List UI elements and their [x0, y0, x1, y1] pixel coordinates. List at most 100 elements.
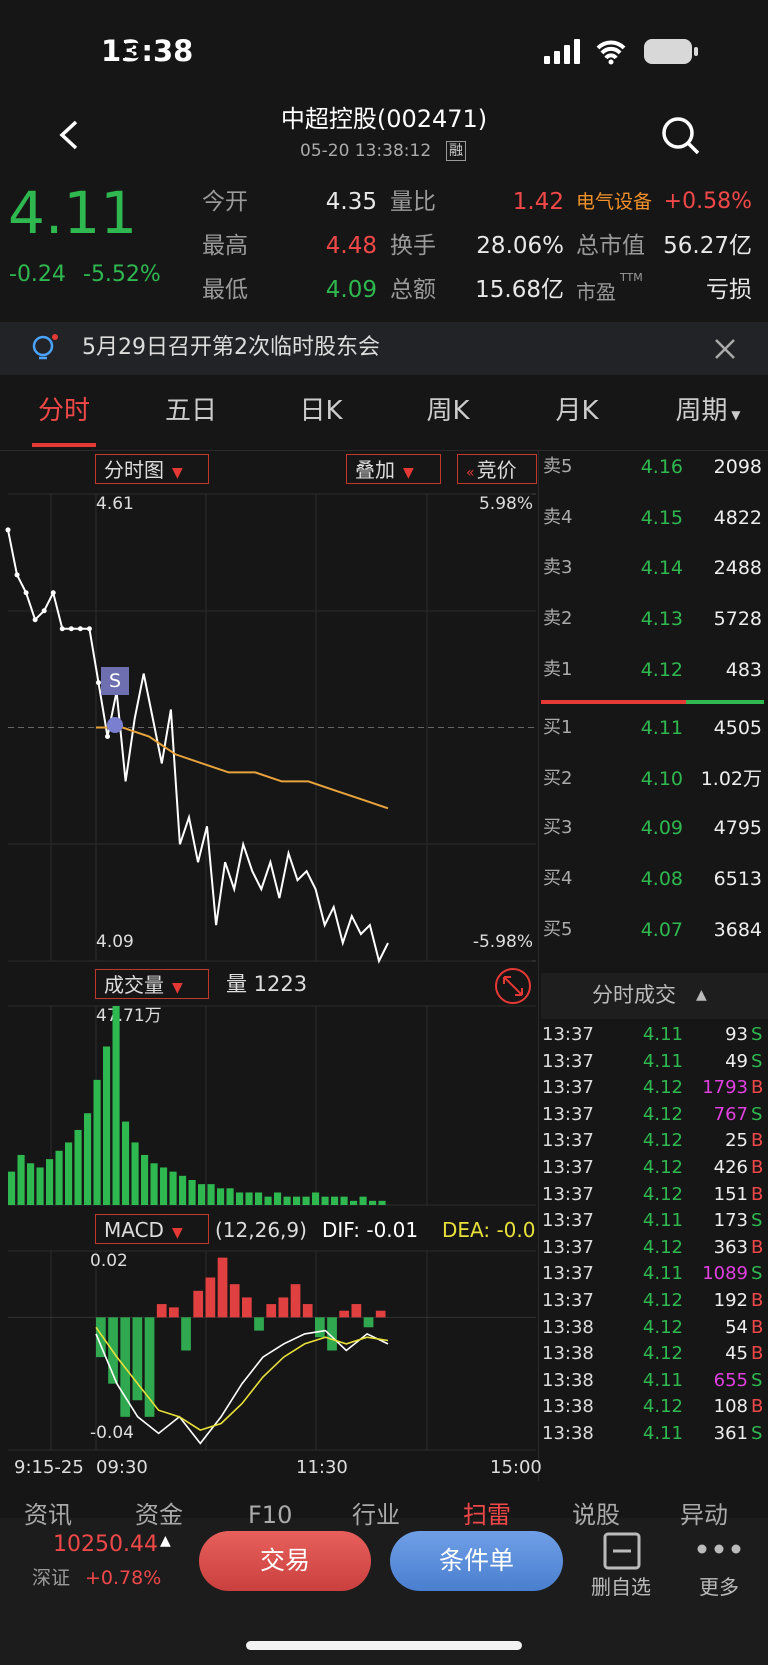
sub-tab[interactable]: 扫雷: [463, 1501, 511, 1529]
price-point: [95, 680, 101, 686]
trade-time: 13:37: [542, 1263, 594, 1285]
book-divider-ask: [541, 700, 686, 704]
dropdown-arrow: ▼: [727, 408, 741, 422]
volume-bar: [141, 1154, 149, 1205]
trade-side: B: [751, 1290, 764, 1311]
book-volume: 483: [725, 659, 762, 681]
divider: [0, 450, 768, 451]
sub-tab[interactable]: 异动: [680, 1501, 728, 1529]
trade-volume: 173: [713, 1210, 748, 1232]
trade-time: 13:38: [542, 1316, 594, 1338]
remove-watch-label[interactable]: 删自选: [591, 1575, 651, 1599]
trade-price: 4.11: [642, 1024, 683, 1045]
book-label: 卖4: [543, 507, 573, 528]
notice-bar[interactable]: [0, 322, 768, 375]
volume-bar: [93, 1079, 101, 1205]
index-name: 深证: [32, 1567, 71, 1589]
more-icon[interactable]: [696, 1543, 742, 1555]
volume-bar: [160, 1167, 168, 1205]
trade-time: 13:37: [542, 1183, 594, 1205]
price-point: [14, 572, 20, 578]
tab[interactable]: 周K: [426, 396, 470, 426]
trades-title[interactable]: 分时成交: [592, 983, 676, 1007]
macd-bar: [144, 1317, 155, 1417]
trade-price: 4.12: [642, 1290, 683, 1311]
trade-price: 4.12: [642, 1396, 683, 1418]
overlay-select[interactable]: 叠加 ▼: [346, 454, 441, 484]
trade-price: 4.12: [642, 1157, 683, 1178]
trade-marker[interactable]: S: [101, 667, 129, 695]
macd-bar: [302, 1304, 313, 1318]
price-line: [96, 726, 389, 810]
tab[interactable]: 周期 ▼: [675, 396, 741, 426]
book-label: 买2: [543, 768, 573, 789]
chart-type-select[interactable]: 分时图 ▼: [95, 454, 209, 484]
volume-bar: [65, 1142, 73, 1205]
sector-name[interactable]: 电气设备: [576, 191, 653, 213]
sub-tab[interactable]: 资金: [135, 1501, 183, 1529]
trade-side: S: [751, 1210, 763, 1232]
trade-time: 13:38: [542, 1423, 594, 1444]
volume-select[interactable]: 成交量 ▼: [95, 969, 209, 999]
volume-bar: [103, 1046, 111, 1205]
volume-bar: [46, 1159, 54, 1205]
trade-volume: 151: [713, 1183, 748, 1205]
trade-volume: 54: [725, 1316, 748, 1338]
book-price: 4.15: [640, 507, 683, 529]
notice-text[interactable]: 5月29日召开第2次临时股东会: [82, 335, 380, 360]
volume-bar: [17, 1154, 25, 1205]
sub-tab[interactable]: 资讯: [24, 1501, 72, 1529]
price-point: [23, 590, 29, 596]
margin-badge: 融: [446, 141, 466, 161]
price-point: [59, 626, 65, 632]
back-button[interactable]: [52, 118, 86, 152]
expand-button[interactable]: [494, 967, 532, 1005]
book-volume: 3684: [713, 919, 762, 941]
sub-tab[interactable]: 说股: [572, 1501, 620, 1529]
sub-tab[interactable]: 行业: [352, 1501, 400, 1529]
tab[interactable]: 日K: [299, 396, 343, 426]
index-arrow: ▲: [160, 1533, 171, 1549]
stat-label-sup: TTM: [620, 271, 643, 284]
status-icons: [544, 39, 698, 65]
volume-bar: [207, 1184, 215, 1205]
notice-close[interactable]: [714, 338, 736, 360]
stat-value: 4.48: [325, 233, 377, 259]
trade-side: S: [751, 1050, 763, 1072]
trade-button[interactable]: 交易: [199, 1531, 371, 1591]
y-tick-label: 4.09: [96, 932, 134, 952]
stat-label: 今开: [202, 189, 248, 215]
stat-label: 总市值: [576, 233, 645, 259]
macd-bar: [229, 1284, 240, 1318]
more-label[interactable]: 更多: [699, 1575, 739, 1599]
tab[interactable]: 五日: [164, 396, 217, 426]
search-button[interactable]: [660, 115, 702, 157]
macd-bar: [375, 1310, 386, 1318]
trade-volume: 49: [725, 1050, 748, 1072]
book-volume: 2098: [713, 456, 762, 478]
trade-volume: 192: [713, 1290, 748, 1311]
trade-side: S: [751, 1024, 763, 1045]
indicator-select[interactable]: MACD ▼: [95, 1214, 209, 1244]
select-label: 叠加: [355, 458, 395, 482]
auction-toggle[interactable]: «竞价: [457, 454, 537, 484]
remove-watch-icon[interactable]: [602, 1531, 642, 1571]
trade-price: 4.11: [642, 1369, 683, 1391]
tab[interactable]: 分时: [37, 396, 90, 426]
time-label: 11:30: [296, 1457, 348, 1478]
tab[interactable]: 月K: [555, 396, 599, 426]
last-price: 4.11: [8, 179, 138, 247]
trade-volume: 1089: [702, 1263, 748, 1285]
macd-line: [95, 1326, 389, 1431]
macd-bar: [290, 1284, 301, 1318]
stat-value: 亏损: [706, 277, 752, 303]
sub-tab[interactable]: F10: [248, 1501, 293, 1529]
trade-side: S: [751, 1369, 763, 1391]
macd-dif: DIF: -0.01: [322, 1218, 419, 1242]
stat-value: 56.27亿: [663, 233, 752, 259]
macd-dea: DEA: -0.01: [442, 1220, 537, 1240]
trade-price: 4.12: [642, 1236, 683, 1258]
book-price: 4.07: [640, 919, 683, 941]
conditional-order-button[interactable]: 条件单: [390, 1531, 563, 1591]
stat-value: 4.09: [325, 277, 377, 303]
